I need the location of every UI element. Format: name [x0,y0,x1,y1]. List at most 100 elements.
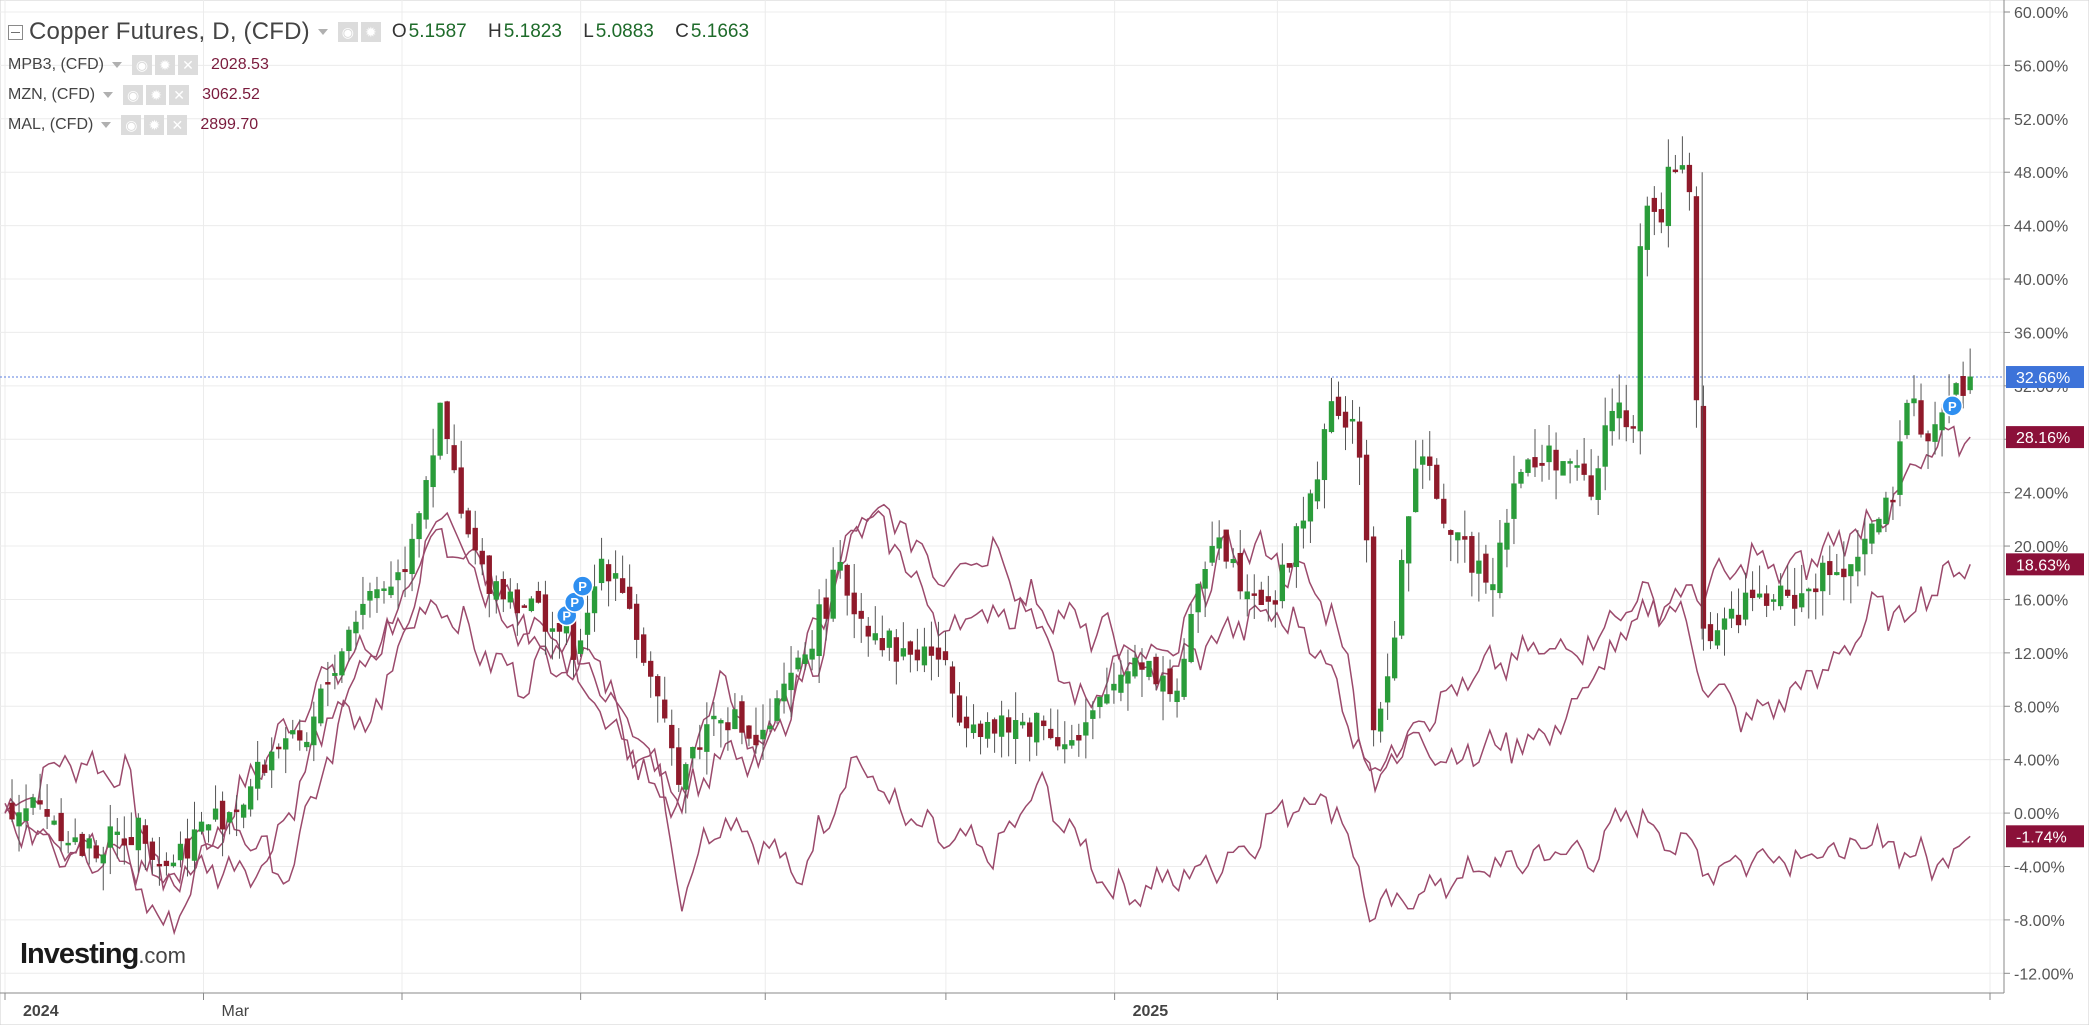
candle-down [879,638,885,651]
series-title-mpb3[interactable]: MPB3, (CFD) [8,56,104,73]
candle-down [1448,530,1454,535]
candle-down [1784,589,1791,596]
x-axis-tick-label: 2024 [23,1003,59,1020]
chevron-down-icon[interactable] [101,122,112,128]
candle-up [1504,522,1510,550]
candle-up [1490,584,1496,591]
candle-up [1209,545,1215,563]
candle-down [79,833,85,856]
settings-icon[interactable]: ✹ [360,22,381,42]
close-icon[interactable]: ✕ [167,115,188,135]
open-label: O [391,21,407,42]
candle-up [1806,588,1812,592]
candle-up [1525,459,1531,473]
visibility-icon[interactable]: ◉ [123,85,144,105]
candle-up [1230,559,1236,564]
close-icon[interactable]: ✕ [178,55,198,75]
candle-up [809,648,815,660]
y-axis-tick-label: 24.00% [2014,486,2068,503]
candle-down [9,802,15,820]
candle-up [339,651,345,676]
candle-up [1188,613,1194,663]
comparison-line-mal [4,425,1971,893]
y-axis-tick-label: 56.00% [2014,58,2068,75]
candle-up [970,724,977,734]
visibility-icon[interactable]: ◉ [132,55,152,75]
candle-up [1012,720,1019,740]
candle-up [612,573,619,579]
candle-down [935,647,942,660]
y-axis-tick-label: 8.00% [2014,699,2059,716]
candle-up [1518,471,1524,484]
candle-up [170,862,177,867]
candle-down [458,467,464,514]
candle-down [521,605,528,608]
candle-up [1216,537,1222,549]
candle-down [1055,737,1061,747]
candle-down [907,641,914,655]
candle-down [1048,728,1054,739]
candle-down [619,578,626,593]
visibility-icon[interactable]: ◉ [121,115,142,135]
candle-down [570,619,577,660]
candle-up [388,586,394,596]
candle-up [86,838,92,849]
candle-down [184,838,191,859]
candle-up [254,761,261,789]
price-marker-label: -1.74% [2016,829,2067,846]
candle-down [963,716,970,729]
candle-up [1679,165,1686,170]
y-axis-tick-label: 0.00% [2014,806,2059,823]
candle-down [928,646,935,656]
candle-down [1813,588,1819,593]
candle-down [1363,454,1370,541]
candle-down [1827,561,1833,576]
y-axis-tick-label: 44.00% [2014,219,2068,236]
candle-up [1349,418,1356,422]
collapse-icon[interactable] [8,24,23,40]
candle-down [1735,614,1742,626]
settings-icon[interactable]: ✹ [155,55,175,75]
candle-up [1279,564,1286,602]
candle-down [1167,668,1173,695]
candle-up [711,715,717,720]
candle-down [669,724,675,749]
candle-up [1665,166,1672,227]
close-icon[interactable]: ✕ [169,85,190,105]
visibility-icon[interactable]: ◉ [337,22,358,42]
main-symbol-title[interactable]: Copper Futures, D, (CFD) [29,18,310,45]
pattern-marker-label: P [570,595,579,610]
candle-up [1328,401,1335,433]
candle-up [395,572,401,581]
candle-up [226,812,233,823]
chevron-down-icon[interactable] [317,29,328,35]
candle-up [353,621,359,634]
chevron-down-icon[interactable] [103,92,114,98]
pattern-p-icon [571,575,594,597]
candle-up [760,729,766,740]
candlestick-layer [9,136,1973,891]
chevron-down-icon[interactable] [112,62,122,68]
candle-up [304,741,310,748]
candle-up [998,715,1005,737]
candle-down [444,401,450,440]
candle-up [416,513,422,540]
candle-up [1455,532,1461,541]
settings-icon[interactable]: ✹ [144,115,165,135]
series-title-mal[interactable]: MAL, (CFD) [8,116,94,133]
series-title-mzn[interactable]: MZN, (CFD) [8,86,96,103]
candle-up [1420,456,1426,465]
series-value-mpb3: 2028.53 [211,56,269,73]
candle-up [16,812,22,827]
settings-icon[interactable]: ✹ [146,85,167,105]
y-axis-tick-label: -12.00% [2014,966,2074,983]
candle-up [1609,410,1615,432]
y-axis-tick-label: 20.00% [2014,539,2068,556]
candle-up [1897,441,1903,495]
y-axis-tick-label: 60.00% [2014,5,2068,22]
candle-down [1335,396,1342,416]
candle-down [1925,433,1931,442]
